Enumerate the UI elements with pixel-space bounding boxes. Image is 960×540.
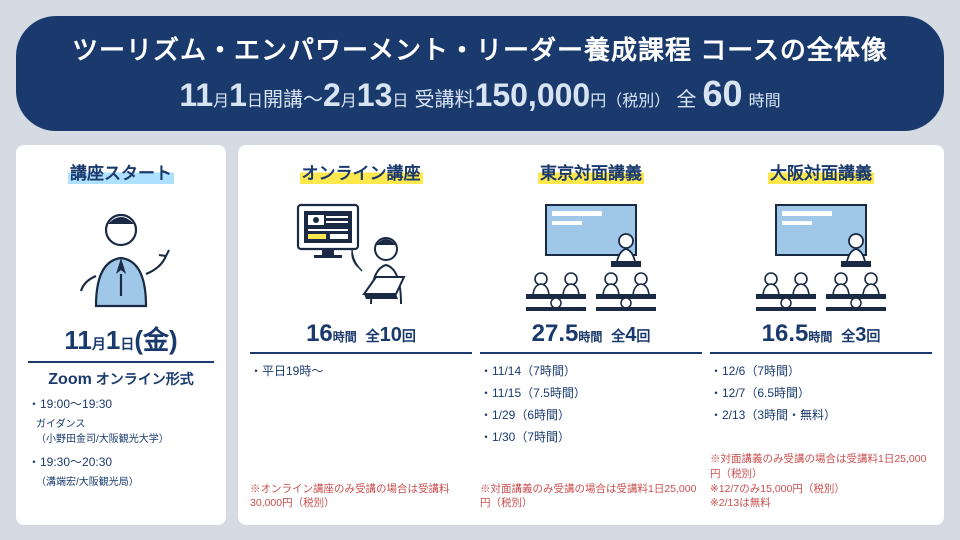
tokyo-note: ※対面講義のみ受講の場合は受講料1日25,000円（税別） — [480, 482, 702, 511]
classroom-icon-2 — [736, 196, 906, 316]
osaka-title: 大阪対面講義 — [768, 159, 874, 184]
online-bullets: ・平日19時〜 — [250, 362, 472, 384]
start-card: 講座スタート 11月1日(金) Zoom オンライン形式 ・19:00〜19:3… — [16, 145, 226, 525]
content-row: 講座スタート 11月1日(金) Zoom オンライン形式 ・19:00〜19:3… — [16, 145, 944, 525]
osaka-hours: 16.5時間 全3回 — [710, 320, 932, 354]
header-title: ツーリズム・エンパワーメント・リーダー養成課程 コースの全体像 — [46, 30, 914, 67]
tokyo-hours: 27.5時間 全4回 — [480, 320, 702, 354]
start-title: 講座スタート — [68, 159, 174, 184]
osaka-bullets: ・12/6（7時間） ・12/7（6.5時間） ・2/13（3時間・無料） — [710, 362, 932, 428]
classroom-icon — [506, 196, 676, 316]
online-hours: 16時間 全10回 — [250, 320, 472, 354]
osaka-col: 大阪対面講義 — [710, 159, 932, 511]
header-banner: ツーリズム・エンパワーメント・リーダー養成課程 コースの全体像 11月1日開講〜… — [16, 16, 944, 131]
start-date: 11月1日(金) — [28, 320, 214, 363]
header-subtitle: 11月1日開講〜2月13日 受講料150,000円（税別） 全 60 時間 — [46, 73, 914, 115]
tokyo-bullets: ・11/14（7時間） ・11/15（7.5時間） ・1/29（6時間） ・1/… — [480, 362, 702, 450]
presenter-icon — [66, 196, 176, 316]
tokyo-col: 東京対面講義 — [480, 159, 702, 511]
start-schedule: ・19:00〜19:30 ガイダンス （小野田金司/大阪観光大学） ・19:30… — [28, 395, 214, 490]
online-note: ※オンライン講座のみ受講の場合は受講料30,000円（税別） — [250, 482, 472, 511]
tokyo-title: 東京対面講義 — [538, 159, 644, 184]
zoom-label: Zoom オンライン形式 — [48, 369, 193, 389]
online-title: オンライン講座 — [300, 159, 423, 184]
online-col: オンライン講座 — [250, 159, 472, 511]
online-icon — [286, 196, 436, 316]
courses-card: オンライン講座 — [238, 145, 944, 525]
osaka-note: ※対面講義のみ受講の場合は受講料1日25,000円（税別） ※12/7のみ15,… — [710, 452, 932, 511]
